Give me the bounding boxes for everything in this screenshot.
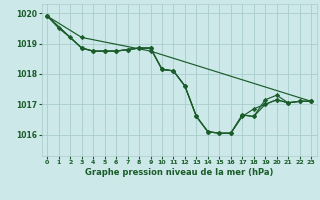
- X-axis label: Graphe pression niveau de la mer (hPa): Graphe pression niveau de la mer (hPa): [85, 168, 273, 177]
